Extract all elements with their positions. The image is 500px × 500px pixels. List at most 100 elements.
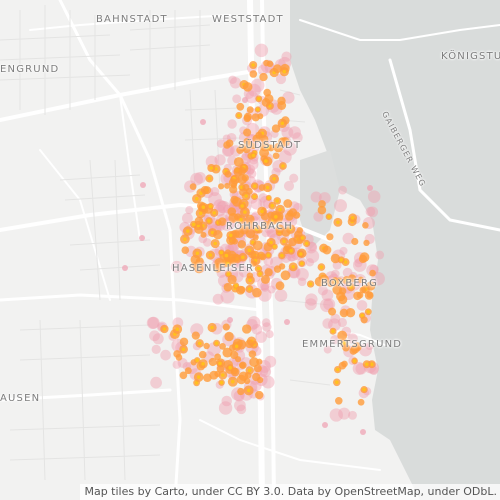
heat-core (342, 341, 346, 345)
heat-point (222, 347, 233, 358)
heat-core (255, 107, 260, 112)
heat-core (343, 260, 348, 264)
heat-point (280, 137, 290, 147)
heat-point (330, 253, 341, 264)
heat-core (209, 166, 214, 170)
heat-halo (288, 126, 301, 139)
heat-point (248, 350, 257, 358)
heat-point (275, 281, 285, 291)
heat-core (198, 211, 203, 216)
heat-halo (227, 119, 237, 129)
heat-point (208, 357, 217, 367)
heat-halo (218, 401, 233, 415)
heat-point (191, 331, 200, 340)
heat-halo (359, 343, 372, 357)
heat-halo (297, 277, 307, 287)
heat-point (242, 324, 252, 334)
map-attribution: Map tiles by Carto, under CC BY 3.0. Dat… (80, 484, 500, 500)
heat-point (264, 94, 274, 104)
heat-halo (210, 187, 220, 197)
heat-halo (338, 185, 347, 195)
heat-core (162, 327, 167, 331)
heat-point (203, 342, 210, 350)
heat-core (212, 211, 216, 215)
heat-point (292, 211, 301, 219)
heat-halo (261, 228, 271, 238)
heat-halo (150, 376, 162, 389)
heat-core (280, 121, 285, 126)
heat-point (234, 228, 245, 239)
heat-halo (265, 330, 274, 339)
heat-core (251, 63, 255, 67)
heat-halo (147, 316, 160, 329)
heat-point (250, 143, 257, 150)
heat-halo (330, 335, 340, 345)
heat-core (191, 222, 196, 227)
heat-point (222, 323, 230, 331)
heat-point (184, 367, 192, 375)
heat-core (300, 261, 304, 266)
heat-halo (212, 293, 224, 305)
label-wieblingen: AUSEN (0, 393, 41, 404)
heat-outlier (367, 185, 373, 191)
heat-point (245, 339, 254, 349)
heat-halo (367, 206, 379, 218)
heat-halo (305, 249, 320, 263)
heat-halo (281, 126, 294, 139)
heat-point (263, 59, 270, 67)
heat-core (257, 97, 261, 101)
heat-halo (213, 199, 226, 212)
heat-halo (229, 77, 242, 89)
heat-point (338, 294, 348, 305)
heat-point (239, 362, 246, 369)
heat-outlier (122, 265, 128, 271)
heat-core (213, 241, 217, 246)
heat-halo (260, 283, 270, 292)
heat-core (272, 177, 276, 181)
heat-halo (287, 253, 296, 262)
heat-point (369, 269, 376, 277)
heat-point (245, 214, 255, 224)
heat-halo (275, 73, 287, 85)
heat-core (365, 362, 369, 367)
heat-point (353, 291, 362, 301)
heat-core (304, 241, 309, 246)
heat-point (218, 217, 227, 226)
heat-core (226, 261, 230, 266)
heat-core (196, 375, 201, 379)
heat-halo (151, 344, 161, 355)
heat-point (335, 397, 343, 405)
heat-point (337, 330, 348, 341)
heat-point (286, 210, 294, 217)
heat-core (264, 159, 268, 163)
heat-point (281, 227, 291, 237)
heat-core (224, 253, 229, 258)
heat-halo (170, 260, 183, 273)
heat-core (247, 368, 252, 373)
heat-core (281, 164, 285, 168)
heat-halo (228, 75, 237, 85)
heat-halo (236, 404, 247, 415)
heat-halo (246, 158, 259, 171)
heat-point (246, 106, 254, 114)
heat-point (233, 157, 244, 167)
heat-halo (365, 206, 376, 217)
heat-point (252, 287, 262, 298)
heat-core (175, 327, 180, 332)
heat-core (278, 207, 282, 212)
heat-point (224, 182, 231, 189)
heat-core (243, 210, 247, 214)
heat-point (179, 371, 188, 380)
heat-point (357, 398, 365, 406)
heat-core (219, 250, 224, 255)
heat-halo (356, 300, 368, 311)
heat-point (260, 135, 269, 144)
heat-point (250, 260, 257, 267)
heat-point (214, 370, 221, 378)
heat-point (230, 367, 239, 375)
heat-point (213, 230, 223, 240)
heat-point (233, 167, 243, 177)
heat-halo (266, 227, 277, 238)
